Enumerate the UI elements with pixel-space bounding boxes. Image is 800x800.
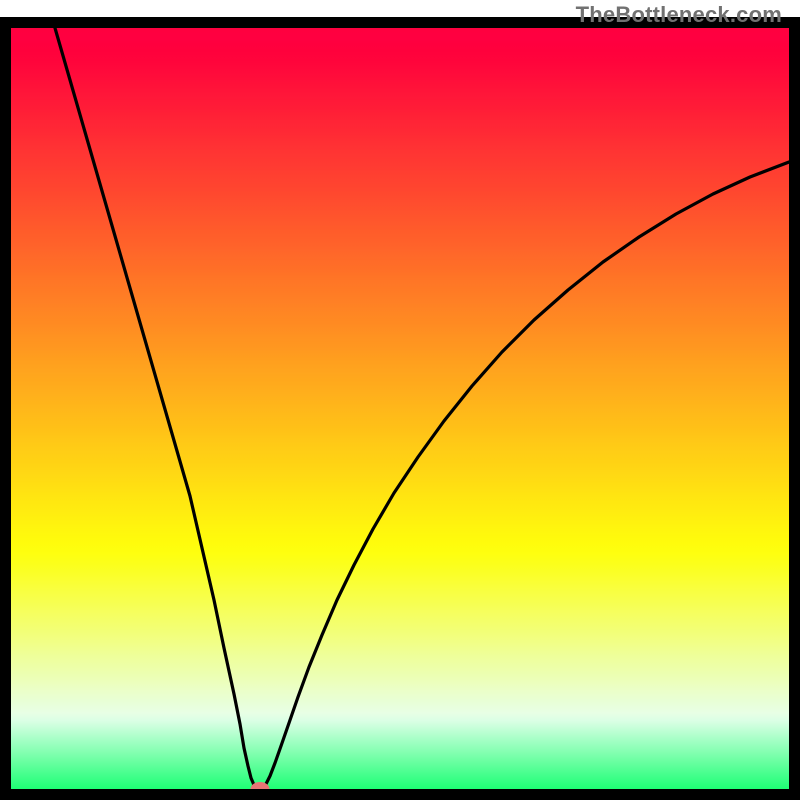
chart-container: TheBottleneck.com <box>0 0 800 800</box>
chart-background-gradient <box>11 28 789 789</box>
watermark-text: TheBottleneck.com <box>576 2 782 28</box>
bottleneck-chart <box>0 0 800 800</box>
